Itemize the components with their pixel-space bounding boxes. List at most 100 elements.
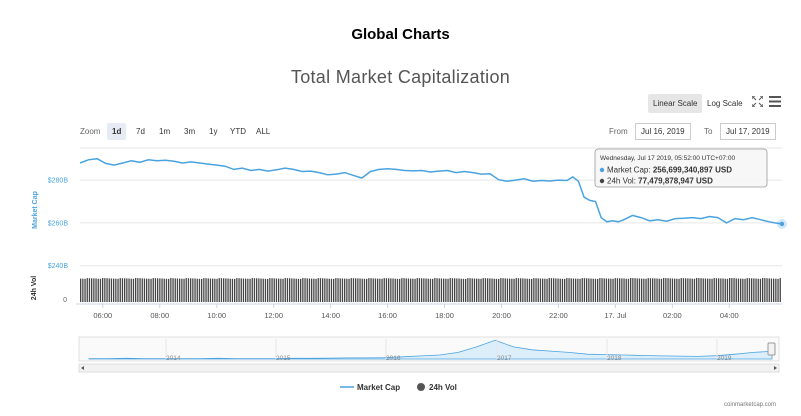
- volume-bar: [630, 278, 632, 302]
- volume-bar: [267, 278, 269, 302]
- volume-bar: [667, 278, 669, 302]
- fullscreen-icon[interactable]: [752, 96, 763, 107]
- volume-bar: [429, 278, 432, 302]
- volume-bar: [205, 278, 207, 302]
- volume-bar: [564, 278, 566, 302]
- volume-bar: [339, 278, 341, 302]
- linear-scale-button[interactable]: Linear Scale: [648, 94, 703, 113]
- legend-24h-vol[interactable]: 24h Vol: [429, 383, 457, 392]
- volume-bar: [399, 278, 401, 302]
- volume-bar: [729, 278, 731, 302]
- volume-bar: [583, 278, 586, 302]
- volume-bar: [504, 278, 506, 302]
- volume-bar: [469, 278, 471, 302]
- volume-bar: [165, 278, 168, 302]
- volume-bar: [449, 278, 451, 302]
- volume-axis-title: 24h Vol: [31, 276, 38, 300]
- volume-bar: [570, 278, 572, 302]
- log-scale-button[interactable]: Log Scale: [707, 99, 743, 108]
- navigator[interactable]: 2014 2015 2016 2017 2018 2019: [78, 336, 780, 373]
- volume-bar: [575, 278, 577, 302]
- volume-bar: [744, 278, 746, 302]
- volume-bar: [524, 278, 526, 302]
- volume-bar: [183, 278, 185, 302]
- volume-bar: [203, 278, 205, 302]
- scroll-left-icon[interactable]: [81, 366, 84, 370]
- volume-bar: [700, 278, 702, 302]
- menu-icon[interactable]: [769, 96, 781, 107]
- volume-bar: [372, 278, 374, 302]
- volume-bar: [550, 278, 553, 302]
- volume-bar: [187, 278, 190, 302]
- volume-bar: [95, 278, 97, 302]
- navigator-area: [88, 339, 773, 360]
- volume-bar: [559, 278, 561, 302]
- volume-bar: [102, 278, 104, 302]
- volume-bar: [751, 278, 753, 302]
- volume-bar: [348, 278, 350, 302]
- zoom-7d-button[interactable]: 7d: [136, 127, 145, 136]
- tooltip-mcap-label: Market Cap:: [607, 166, 651, 175]
- volume-bar: [757, 278, 759, 302]
- volume-bar: [269, 278, 271, 302]
- volume-bar: [685, 278, 687, 302]
- volume-bar: [359, 278, 361, 302]
- x-tick-label: 12:00: [264, 311, 283, 320]
- volume-bar: [577, 278, 579, 302]
- volume-bar: [146, 278, 148, 302]
- volume-bar: [88, 278, 91, 302]
- navigator-year-label: 2014: [166, 355, 181, 362]
- volume-bar: [236, 278, 238, 302]
- volume-bar: [605, 278, 608, 302]
- volume-bar: [93, 278, 95, 302]
- volume-bars: [80, 278, 781, 302]
- volume-bar: [163, 278, 165, 302]
- volume-bar: [746, 278, 748, 302]
- zoom-all-button[interactable]: ALL: [256, 127, 271, 136]
- from-date-input[interactable]: Jul 16, 2019: [635, 123, 691, 140]
- volume-bar: [764, 278, 766, 302]
- navigator-scrollbar[interactable]: [78, 363, 780, 373]
- zoom-1y-button[interactable]: 1y: [209, 127, 218, 136]
- volume-bar: [438, 278, 440, 302]
- to-date-input[interactable]: Jul 17, 2019: [720, 123, 776, 140]
- volume-bar: [777, 278, 779, 302]
- x-tick-label: 02:00: [663, 311, 682, 320]
- volume-bar: [557, 278, 559, 302]
- volume-bar: [566, 278, 568, 302]
- scroll-right-icon[interactable]: [774, 366, 777, 370]
- volume-bar: [779, 278, 781, 302]
- volume-bar: [537, 278, 539, 302]
- x-tick-label: 08:00: [150, 311, 169, 320]
- volume-bar: [687, 278, 689, 302]
- volume-bar: [755, 278, 757, 302]
- current-point-dot: [779, 221, 785, 227]
- zoom-3m-button[interactable]: 3m: [184, 127, 196, 136]
- credit-link[interactable]: coinmarketcap.com: [724, 402, 777, 408]
- navigator-handle[interactable]: [767, 342, 776, 356]
- volume-bar: [363, 278, 366, 302]
- volume-bar: [260, 278, 262, 302]
- tooltip-vol: 24h Vol: 77,479,878,947 USD: [607, 177, 713, 186]
- zoom-1d-button[interactable]: 1d: [107, 123, 127, 140]
- volume-bar: [546, 278, 548, 302]
- volume-bar: [495, 278, 498, 302]
- volume-bar: [295, 278, 297, 302]
- volume-bar: [509, 278, 511, 302]
- volume-bar: [297, 278, 300, 302]
- volume-bar: [553, 278, 555, 302]
- volume-bar: [775, 278, 777, 302]
- zoom-ytd-button[interactable]: YTD: [230, 127, 246, 136]
- volume-bar: [579, 278, 581, 302]
- volume-bar: [370, 278, 372, 302]
- zoom-1m-button[interactable]: 1m: [159, 127, 171, 136]
- legend-market-cap[interactable]: Market Cap: [357, 383, 400, 392]
- volume-bar: [119, 278, 121, 302]
- volume-bar: [522, 278, 524, 302]
- volume-bar: [766, 278, 768, 302]
- volume-bar: [322, 278, 324, 302]
- volume-bar: [396, 278, 399, 302]
- volume-bar: [731, 278, 733, 302]
- volume-bar: [451, 278, 454, 302]
